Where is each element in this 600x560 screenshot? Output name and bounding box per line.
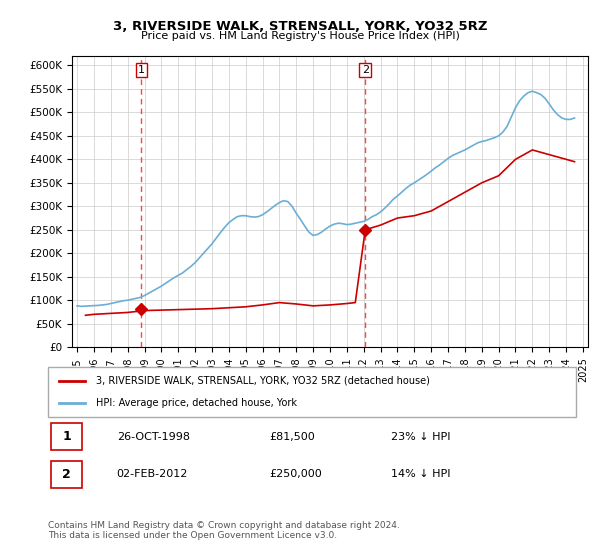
FancyBboxPatch shape (50, 461, 82, 488)
Text: 14% ↓ HPI: 14% ↓ HPI (391, 469, 451, 479)
Text: Price paid vs. HM Land Registry's House Price Index (HPI): Price paid vs. HM Land Registry's House … (140, 31, 460, 41)
Text: 02-FEB-2012: 02-FEB-2012 (116, 469, 188, 479)
Text: 3, RIVERSIDE WALK, STRENSALL, YORK, YO32 5RZ: 3, RIVERSIDE WALK, STRENSALL, YORK, YO32… (113, 20, 487, 32)
FancyBboxPatch shape (48, 367, 576, 417)
Text: Contains HM Land Registry data © Crown copyright and database right 2024.
This d: Contains HM Land Registry data © Crown c… (48, 521, 400, 540)
FancyBboxPatch shape (50, 423, 82, 450)
Text: 1: 1 (62, 430, 71, 443)
Text: 2: 2 (62, 468, 71, 481)
Text: 1: 1 (138, 65, 145, 74)
Text: 23% ↓ HPI: 23% ↓ HPI (391, 432, 451, 442)
Text: HPI: Average price, detached house, York: HPI: Average price, detached house, York (95, 398, 296, 408)
Text: 2: 2 (362, 65, 369, 74)
Text: 3, RIVERSIDE WALK, STRENSALL, YORK, YO32 5RZ (detached house): 3, RIVERSIDE WALK, STRENSALL, YORK, YO32… (95, 376, 430, 386)
Text: 26-OCT-1998: 26-OCT-1998 (116, 432, 190, 442)
Text: £250,000: £250,000 (270, 469, 323, 479)
Text: £81,500: £81,500 (270, 432, 316, 442)
